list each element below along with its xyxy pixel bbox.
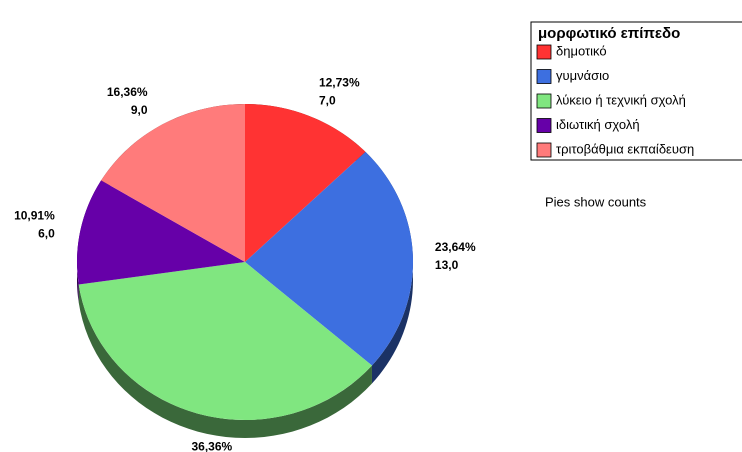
legend-label: γυμνάσιο <box>556 68 609 83</box>
legend-label: δημοτικό <box>556 43 607 58</box>
slice <box>77 180 245 285</box>
pie: 12,73%7,023,64%13,036,36%20,010,91%6,016… <box>14 76 476 452</box>
legend-swatch <box>536 93 552 109</box>
legend-box <box>530 21 742 161</box>
legend-swatch <box>536 44 552 60</box>
value-label: 9,0 <box>131 103 148 117</box>
legend-label: ιδιωτική σχολή <box>556 117 640 132</box>
slice-side <box>78 284 372 438</box>
slice <box>78 262 372 420</box>
value-label: 6,0 <box>38 227 55 241</box>
legend-label: τριτοβάθμια εκπαίδευση <box>556 141 694 156</box>
value-label: 7,0 <box>319 94 336 108</box>
percent-label: 10,91% <box>14 209 55 223</box>
slice <box>245 151 414 366</box>
legend-label: λύκειο ή τεχνική σχολή <box>556 92 686 107</box>
percent-label: 12,73% <box>319 76 360 90</box>
legend-title: μορφωτικό επίπεδο <box>538 25 680 42</box>
percent-label: 23,64% <box>435 240 476 254</box>
legend-swatch <box>536 118 552 133</box>
legend-swatch <box>536 69 552 84</box>
slice <box>245 104 366 262</box>
slice <box>101 104 245 262</box>
legend: δημοτικό γυμνάσιο λύκειο ή τεχνική σχολή ιδ… <box>536 43 694 158</box>
note: Pies show counts <box>545 194 647 209</box>
legend-swatch <box>536 142 552 158</box>
percent-label: 36,36% <box>191 440 232 452</box>
value-label: 13,0 <box>435 258 459 272</box>
percent-label: 16,36% <box>107 85 148 99</box>
